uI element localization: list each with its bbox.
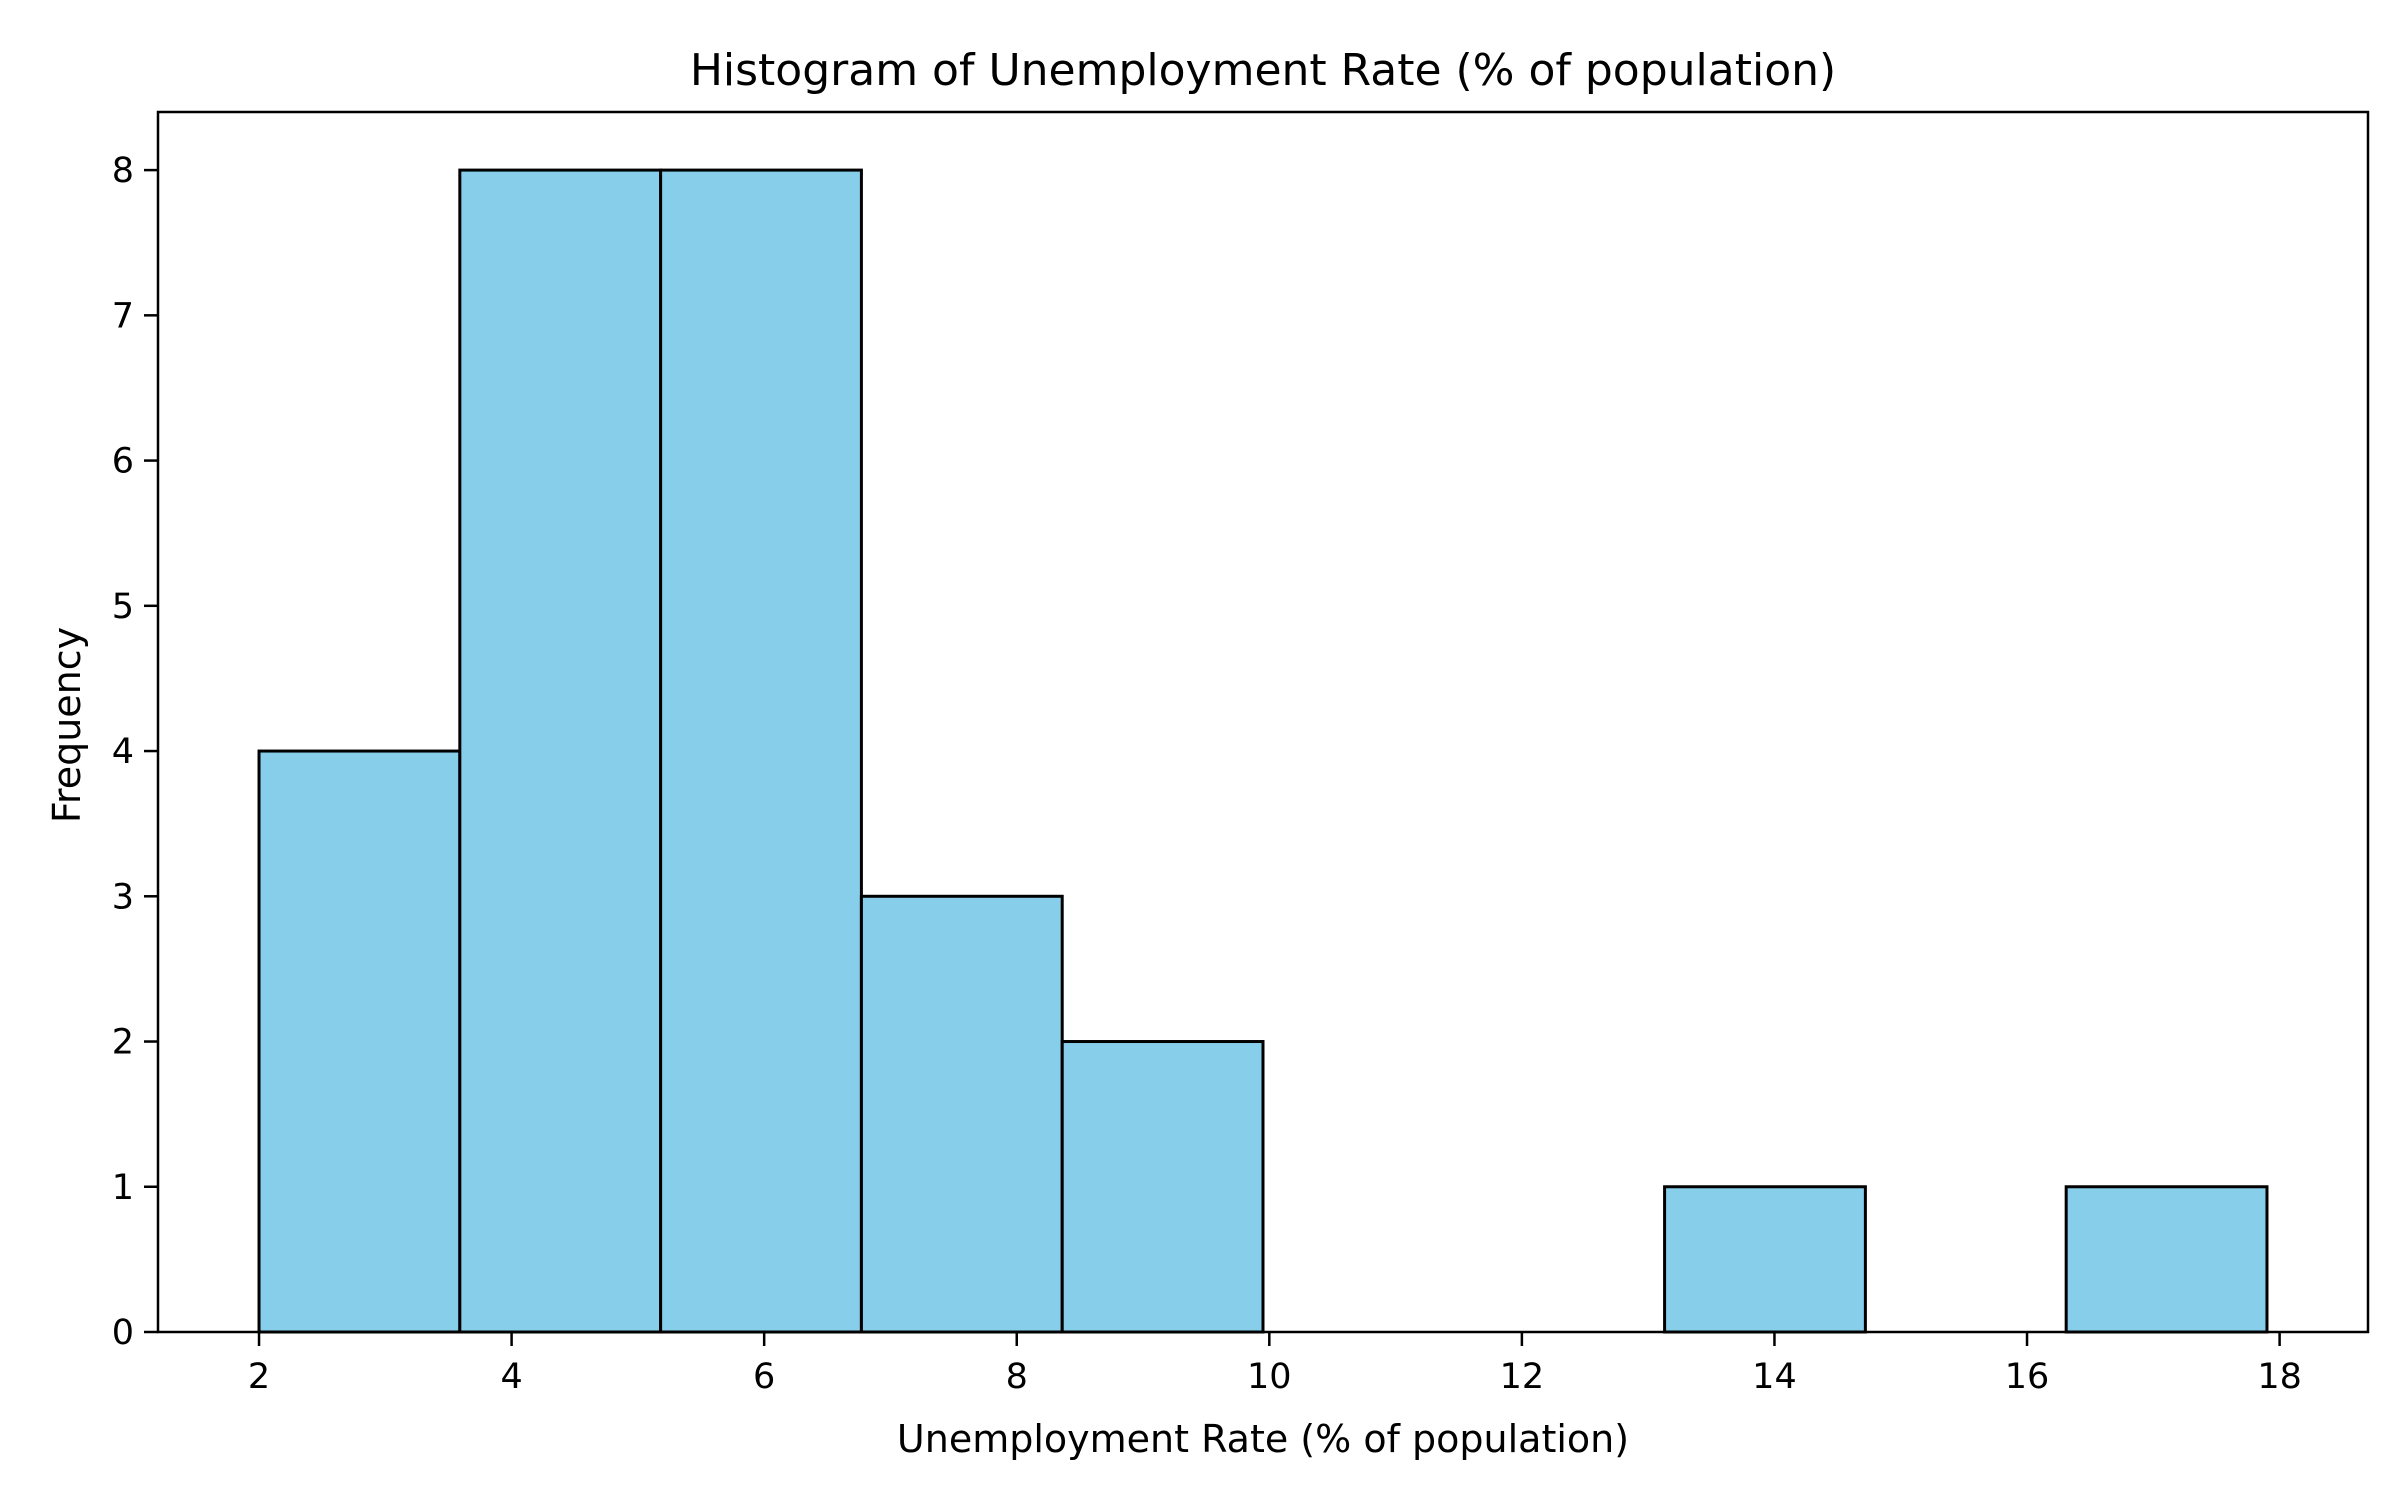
y-tick-label-3: 3 (112, 877, 134, 917)
histogram-bar-3 (859, 894, 1064, 1334)
x-tick-label-3: 8 (1006, 1357, 1028, 1397)
histogram-bar-4 (1060, 1040, 1265, 1334)
plot-area-frame (156, 110, 2370, 1334)
y-axis-label: Frequency (45, 627, 89, 823)
y-axis-ticks: 0 1 2 3 4 5 6 7 8 (112, 151, 158, 1353)
x-tick-label-2: 6 (753, 1357, 775, 1397)
y-tick-label-1: 1 (112, 1168, 134, 1208)
x-axis-ticks: 2 4 6 8 10 12 14 16 18 (248, 1332, 2302, 1397)
x-tick-label-0: 2 (248, 1357, 270, 1397)
x-tick-label-4: 10 (1247, 1357, 1292, 1397)
x-tick-label-1: 4 (500, 1357, 522, 1397)
x-axis-label: Unemployment Rate (% of population) (897, 1417, 1629, 1461)
y-tick-label-8: 8 (112, 151, 134, 191)
x-tick-label-6: 14 (1752, 1357, 1797, 1397)
chart-title: Histogram of Unemployment Rate (% of pop… (690, 45, 1836, 96)
y-tick-label-5: 5 (112, 587, 134, 627)
x-tick-label-8: 18 (2257, 1357, 2302, 1397)
histogram-bar-0 (257, 749, 462, 1334)
histogram-bar-2 (659, 168, 863, 1334)
x-tick-label-5: 12 (1500, 1357, 1545, 1397)
y-tick-label-7: 7 (112, 296, 134, 336)
y-tick-label-0: 0 (112, 1313, 134, 1353)
y-tick-label-6: 6 (112, 442, 134, 482)
histogram-bar-1 (458, 168, 663, 1334)
histogram-bar-7 (1663, 1185, 1867, 1334)
histogram-bar-9 (2064, 1185, 2269, 1334)
x-tick-label-7: 16 (2005, 1357, 2050, 1397)
bars-group (257, 168, 2269, 1334)
y-tick-label-4: 4 (112, 732, 134, 772)
y-tick-label-2: 2 (112, 1023, 134, 1063)
